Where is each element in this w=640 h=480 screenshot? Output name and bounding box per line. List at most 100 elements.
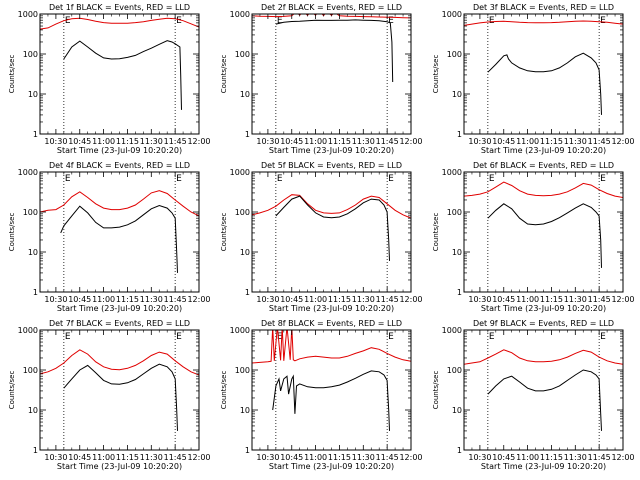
y-tick-label: 100	[235, 366, 250, 375]
x-tick-label: 12:00	[611, 137, 634, 146]
e-marker-label: E	[489, 16, 495, 26]
x-tick-label: 12:00	[187, 453, 210, 462]
x-tick-label: 11:15	[540, 453, 563, 462]
x-tick-label: 11:45	[588, 137, 611, 146]
y-tick-label: 1	[33, 130, 38, 139]
e-marker-label: E	[388, 16, 394, 26]
series-line-events	[275, 195, 390, 261]
y-tick-label: 100	[447, 366, 462, 375]
e-marker-label: E	[65, 16, 71, 26]
y-tick-label: 1	[245, 288, 250, 297]
y-tick-label: 1	[457, 446, 462, 455]
series-line-lld	[40, 17, 199, 30]
panel-det-5: Det 5f BLACK = Events, RED = LLD E E 1 10 100…	[220, 161, 423, 313]
x-tick-label: 11:15	[540, 295, 563, 304]
x-tick-label: 10:45	[68, 137, 91, 146]
panel-title: Det 9f BLACK = Events, RED = LLD	[473, 319, 614, 328]
series-line-lld	[464, 349, 623, 365]
y-tick-label: 10	[452, 90, 462, 99]
y-tick-label: 1	[33, 288, 38, 297]
y-tick-label: 10	[28, 406, 38, 415]
x-tick-label: 11:30	[140, 295, 163, 304]
x-tick-label: 11:15	[328, 453, 351, 462]
series-line-events	[63, 363, 178, 431]
y-tick-label: 100	[23, 366, 38, 375]
panel-det-3: Det 3f BLACK = Events, RED = LLD E E 1 10 100…	[432, 3, 635, 155]
x-tick-label: 12:00	[399, 295, 422, 304]
y-tick-label: 1	[245, 130, 250, 139]
e-marker-label: E	[176, 174, 182, 184]
series-line-lld	[464, 20, 623, 26]
y-axis-label: Counts/sec	[220, 371, 228, 410]
series-line-events	[275, 19, 394, 83]
x-tick-label: 11:45	[588, 295, 611, 304]
x-axis-label: Start Time (23-Jul-09 10:20:20)	[269, 462, 394, 471]
series-line-lld	[40, 349, 199, 376]
x-tick-label: 11:45	[164, 137, 187, 146]
panel-title: Det 5f BLACK = Events, RED = LLD	[261, 161, 402, 170]
y-tick-label: 1	[33, 446, 38, 455]
x-axis-label: Start Time (23-Jul-09 10:20:20)	[269, 304, 394, 313]
x-axis-label: Start Time (23-Jul-09 10:20:20)	[481, 462, 606, 471]
x-axis-label: Start Time (23-Jul-09 10:20:20)	[481, 304, 606, 313]
y-tick-label: 1000	[230, 10, 250, 19]
y-axis-label: Counts/sec	[8, 55, 16, 94]
x-tick-label: 10:30	[256, 137, 279, 146]
x-tick-label: 11:45	[376, 137, 399, 146]
y-axis-label: Counts/sec	[8, 213, 16, 252]
x-tick-label: 12:00	[187, 137, 210, 146]
series-line-lld	[464, 181, 623, 198]
x-tick-label: 10:45	[492, 137, 515, 146]
series-line-lld	[40, 190, 199, 217]
x-tick-label: 11:00	[516, 453, 539, 462]
x-tick-label: 12:00	[399, 137, 422, 146]
y-tick-label: 1	[457, 130, 462, 139]
x-axis-label: Start Time (23-Jul-09 10:20:20)	[57, 304, 182, 313]
y-tick-label: 10	[240, 406, 250, 415]
panel-title: Det 1f BLACK = Events, RED = LLD	[49, 3, 190, 12]
panel-title: Det 6f BLACK = Events, RED = LLD	[473, 161, 614, 170]
y-tick-label: 1	[245, 446, 250, 455]
panel-title: Det 2f BLACK = Events, RED = LLD	[261, 3, 402, 12]
y-tick-label: 1000	[442, 10, 462, 19]
x-axis-label: Start Time (23-Jul-09 10:20:20)	[269, 146, 394, 155]
series-line-lld	[252, 194, 411, 219]
panel-title: Det 3f BLACK = Events, RED = LLD	[473, 3, 614, 12]
x-tick-label: 10:45	[68, 295, 91, 304]
x-tick-label: 10:30	[44, 295, 67, 304]
panel-title: Det 8f BLACK = Events, RED = LLD	[261, 319, 402, 328]
x-tick-label: 11:15	[116, 453, 139, 462]
e-marker-label: E	[65, 332, 71, 342]
x-tick-label: 11:15	[540, 137, 563, 146]
x-tick-label: 11:15	[116, 137, 139, 146]
y-tick-label: 1000	[18, 168, 38, 177]
x-tick-label: 11:00	[92, 295, 115, 304]
x-tick-label: 11:45	[164, 295, 187, 304]
x-tick-label: 11:45	[164, 453, 187, 462]
panel-title: Det 7f BLACK = Events, RED = LLD	[49, 319, 190, 328]
y-tick-label: 10	[452, 406, 462, 415]
x-tick-label: 11:30	[564, 453, 587, 462]
x-tick-label: 10:45	[280, 453, 303, 462]
x-tick-label: 10:45	[492, 295, 515, 304]
x-tick-label: 11:15	[116, 295, 139, 304]
x-tick-label: 10:45	[68, 453, 91, 462]
x-tick-label: 12:00	[399, 453, 422, 462]
y-axis-label: Counts/sec	[432, 213, 440, 252]
e-marker-label: E	[176, 16, 182, 26]
series-line-events	[487, 369, 602, 431]
series-line-events	[60, 204, 178, 273]
x-tick-label: 11:15	[328, 295, 351, 304]
x-tick-label: 11:15	[328, 137, 351, 146]
y-tick-label: 100	[447, 50, 462, 59]
x-tick-label: 10:30	[468, 453, 491, 462]
series-line-lld	[252, 330, 411, 364]
x-tick-label: 11:30	[140, 137, 163, 146]
y-tick-label: 1000	[442, 326, 462, 335]
x-tick-label: 10:30	[44, 137, 67, 146]
e-marker-label: E	[65, 174, 71, 184]
y-axis-label: Counts/sec	[220, 55, 228, 94]
y-tick-label: 10	[28, 90, 38, 99]
e-marker-label: E	[277, 332, 283, 342]
